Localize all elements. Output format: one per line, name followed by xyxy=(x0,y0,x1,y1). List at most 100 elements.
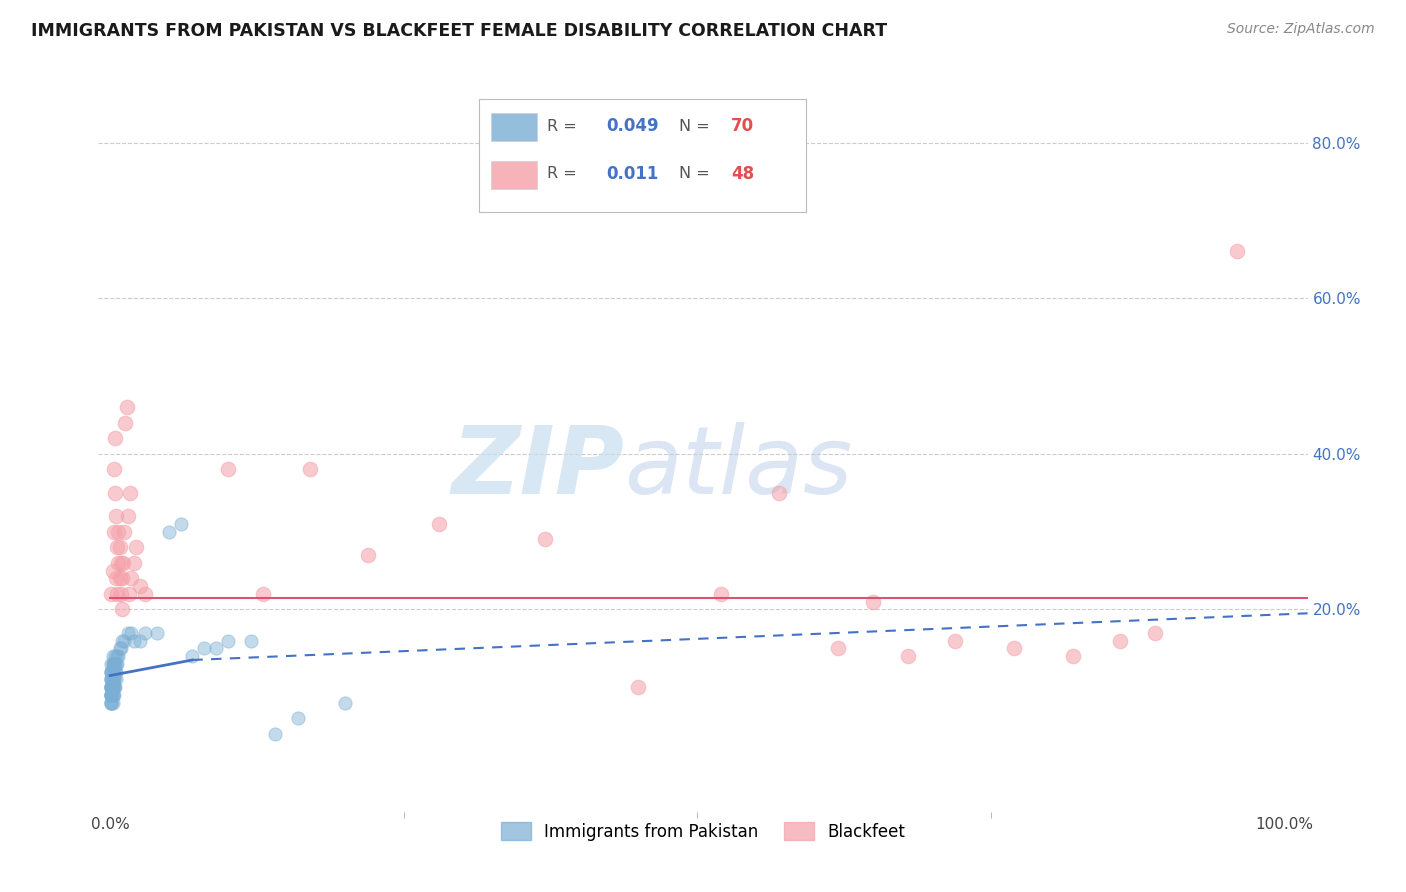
Point xyxy=(112,524,135,539)
Point xyxy=(105,509,128,524)
Point xyxy=(105,571,128,585)
Point xyxy=(128,579,150,593)
Text: ZIP: ZIP xyxy=(451,422,624,514)
Point xyxy=(104,657,127,671)
Point xyxy=(101,665,124,679)
Point xyxy=(120,625,142,640)
Text: N =: N = xyxy=(679,119,714,134)
Point xyxy=(252,587,274,601)
Point xyxy=(100,688,122,702)
Point xyxy=(100,680,122,694)
Point xyxy=(1002,641,1025,656)
Point xyxy=(100,673,122,687)
Point xyxy=(627,680,650,694)
Point xyxy=(110,641,132,656)
Point xyxy=(181,649,204,664)
Point xyxy=(105,649,128,664)
Text: 48: 48 xyxy=(731,165,754,183)
Point xyxy=(105,540,128,554)
Point xyxy=(100,688,122,702)
Point xyxy=(120,485,142,500)
Point xyxy=(105,587,128,601)
Point xyxy=(100,673,122,687)
Point xyxy=(100,680,122,694)
Point xyxy=(217,462,239,476)
Point xyxy=(122,556,145,570)
Point xyxy=(193,641,215,656)
Point xyxy=(122,633,145,648)
Point xyxy=(128,633,150,648)
Point xyxy=(101,680,124,694)
Point xyxy=(111,602,134,616)
Point xyxy=(104,649,127,664)
Point xyxy=(100,696,122,710)
Point xyxy=(103,462,125,476)
Point xyxy=(100,665,122,679)
Text: 0.049: 0.049 xyxy=(606,118,659,136)
Point xyxy=(146,625,169,640)
Text: 70: 70 xyxy=(731,118,754,136)
Point xyxy=(103,665,125,679)
Point xyxy=(104,665,127,679)
Point xyxy=(101,680,124,694)
Point xyxy=(103,673,125,687)
Point xyxy=(100,680,122,694)
Point xyxy=(108,641,131,656)
Point xyxy=(108,571,131,585)
Point xyxy=(112,633,135,648)
Point xyxy=(100,688,122,702)
Point xyxy=(120,571,142,585)
Point xyxy=(104,680,127,694)
Point xyxy=(105,657,128,671)
Text: Source: ZipAtlas.com: Source: ZipAtlas.com xyxy=(1227,22,1375,37)
Point xyxy=(101,649,124,664)
Point xyxy=(101,673,124,687)
Point xyxy=(101,657,124,671)
Point xyxy=(1143,625,1166,640)
Point xyxy=(101,665,124,679)
Point xyxy=(103,688,125,702)
Point xyxy=(298,462,321,476)
Point xyxy=(204,641,226,656)
Point xyxy=(100,696,122,710)
Point xyxy=(100,680,122,694)
Point xyxy=(357,548,380,562)
Text: N =: N = xyxy=(679,167,714,181)
Point xyxy=(103,680,125,694)
Text: atlas: atlas xyxy=(624,423,852,514)
Point xyxy=(111,571,134,585)
Point xyxy=(107,556,129,570)
Point xyxy=(103,524,125,539)
Point xyxy=(240,633,263,648)
Point xyxy=(114,416,136,430)
Point xyxy=(105,657,128,671)
Point xyxy=(107,524,129,539)
Point xyxy=(768,485,790,500)
Point xyxy=(1108,633,1130,648)
Point xyxy=(104,485,127,500)
Point xyxy=(100,657,122,671)
Point xyxy=(100,665,122,679)
Text: 0.011: 0.011 xyxy=(606,165,658,183)
Point xyxy=(110,556,132,570)
Point xyxy=(217,633,239,648)
Point xyxy=(827,641,849,656)
Point xyxy=(101,688,124,702)
Point xyxy=(157,524,180,539)
Point xyxy=(103,657,125,671)
Text: IMMIGRANTS FROM PAKISTAN VS BLACKFEET FEMALE DISABILITY CORRELATION CHART: IMMIGRANTS FROM PAKISTAN VS BLACKFEET FE… xyxy=(31,22,887,40)
Point xyxy=(100,696,122,710)
Point xyxy=(118,587,141,601)
Point xyxy=(105,673,128,687)
Point xyxy=(100,680,122,694)
Point xyxy=(100,587,122,601)
Point xyxy=(263,727,285,741)
Point xyxy=(134,625,156,640)
Point xyxy=(103,680,125,694)
Point xyxy=(862,594,884,608)
Point xyxy=(110,587,132,601)
Text: R =: R = xyxy=(547,119,582,134)
Point xyxy=(101,673,124,687)
Point xyxy=(117,625,139,640)
Point xyxy=(427,516,450,531)
